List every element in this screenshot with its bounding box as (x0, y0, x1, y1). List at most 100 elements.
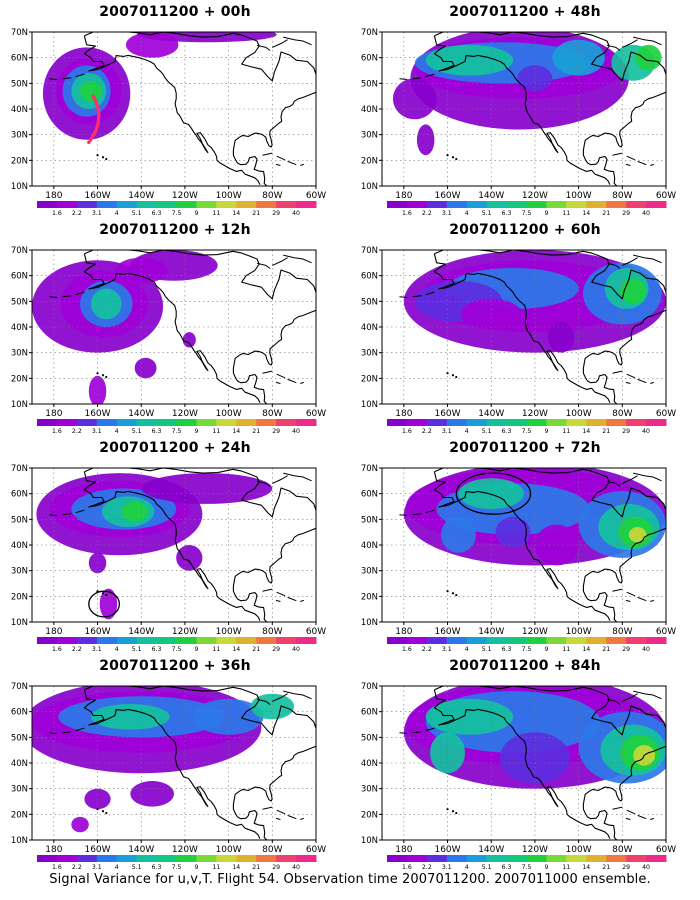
coastline (272, 39, 288, 48)
colorbar-swatch (426, 419, 448, 426)
colorbar-label: 7.5 (172, 646, 182, 653)
island-marker (446, 808, 449, 811)
colorbar-label: 6.3 (502, 646, 512, 653)
coastline (300, 163, 304, 166)
coastline (582, 745, 666, 840)
colorbar-label: 5.1 (132, 864, 142, 871)
coastline (425, 291, 435, 296)
panel-title: 2007011200 + 00h (99, 4, 251, 20)
lon-label: 60W (656, 191, 676, 201)
lon-label: 160W (84, 845, 110, 855)
lat-label: 60N (361, 272, 378, 282)
lat-label: 10N (11, 618, 28, 628)
colorbar-swatch (256, 419, 277, 426)
coastline (262, 370, 273, 374)
colorbar-label: 29 (622, 646, 630, 653)
colorbar-swatch (406, 201, 428, 208)
colorbar-swatch (626, 201, 647, 208)
colorbar-swatch (156, 637, 177, 644)
coastline (83, 253, 261, 403)
colorbar-label: 29 (622, 210, 630, 217)
colorbar-label: 5.1 (482, 864, 492, 871)
lat-label: 50N (11, 297, 28, 307)
lon-label: 160W (84, 409, 110, 419)
colorbar-swatch (76, 855, 98, 862)
lat-label: 30N (11, 567, 28, 577)
lon-label: 100W (216, 627, 242, 637)
map-plot: 10N 20N 30N 40N 50N 60N 70N 180 160W 140W 120W 100W… (11, 28, 326, 217)
colorbar-swatch (646, 855, 667, 862)
lon-label: 60W (656, 627, 676, 637)
lat-label: 50N (361, 79, 378, 89)
colorbar-label: 7.5 (522, 210, 532, 217)
colorbar-label: 29 (272, 864, 280, 871)
coastline (272, 257, 288, 266)
lat-label: 40N (11, 323, 28, 333)
contour-region (534, 524, 579, 566)
colorbar-swatch (236, 855, 257, 862)
colorbar-swatch (646, 419, 667, 426)
lon-label: 100W (566, 409, 592, 419)
figure-caption: Signal Variance for u,v,T. Flight 54. Ob… (49, 872, 651, 887)
coastline (275, 381, 281, 384)
colorbar-swatch (276, 419, 297, 426)
contour-region (121, 501, 148, 522)
colorbar-label: 2.2 (72, 646, 82, 653)
map-plot: 10N 20N 30N 40N 50N 60N 70N 180 160W 140W 120W 100W… (361, 246, 676, 435)
coastline (272, 475, 288, 484)
panel-title: 2007011200 + 72h (449, 440, 601, 456)
colorbar-swatch (387, 419, 408, 426)
colorbar-swatch (196, 637, 217, 644)
contour-region (440, 516, 476, 553)
colorbar-label: 21 (602, 864, 610, 871)
colorbar-swatch (446, 637, 468, 644)
colorbar-label: 3.1 (92, 864, 102, 871)
panel-title: 2007011200 + 48h (449, 4, 601, 20)
contour-region (548, 321, 575, 353)
lat-label: 50N (361, 297, 378, 307)
contour-region (552, 39, 605, 76)
colorbar-swatch (236, 201, 257, 208)
coastline (256, 262, 271, 269)
coastline (49, 732, 58, 734)
colorbar-swatch (176, 201, 197, 208)
map-plot: 10N 20N 30N 40N 50N 60N 70N 180 160W 140W 120W 100W… (361, 28, 676, 217)
colorbar-label: 40 (642, 646, 650, 653)
lon-label: 120W (522, 191, 548, 201)
colorbar-label: 6.3 (152, 646, 162, 653)
coastline (637, 378, 647, 384)
coastline (49, 78, 58, 80)
island-marker (96, 372, 99, 375)
colorbar-swatch (216, 855, 237, 862)
colorbar-swatch (446, 855, 468, 862)
colorbar-swatch (626, 637, 647, 644)
colorbar-label: 9 (194, 646, 198, 653)
coastline (399, 732, 408, 734)
island-marker (455, 593, 458, 597)
contour-region (425, 698, 514, 735)
lat-label: 50N (11, 515, 28, 525)
coastline (62, 731, 72, 734)
colorbar-swatch (256, 855, 277, 862)
colorbar-swatch (506, 637, 527, 644)
coastline (276, 591, 286, 597)
island-marker (101, 374, 105, 377)
colorbar-swatch (526, 201, 547, 208)
lon-label: 100W (566, 845, 592, 855)
colorbar-swatch (216, 637, 237, 644)
colorbar-label: 14 (232, 210, 240, 217)
colorbar-swatch (606, 419, 627, 426)
colorbar-label: 29 (272, 428, 280, 435)
island-marker (451, 374, 455, 377)
lat-label: 30N (361, 349, 378, 359)
colorbar-label: 4 (465, 646, 469, 653)
colorbar-swatch (116, 201, 138, 208)
colorbar-label: 3.1 (442, 210, 452, 217)
island-marker (96, 154, 99, 157)
island-marker (451, 156, 455, 159)
panel-title: 2007011200 + 84h (449, 658, 601, 674)
panel-title: 2007011200 + 24h (99, 440, 251, 456)
colorbar-swatch (446, 419, 468, 426)
lon-label: 180 (45, 191, 62, 201)
colorbar-swatch (387, 855, 408, 862)
